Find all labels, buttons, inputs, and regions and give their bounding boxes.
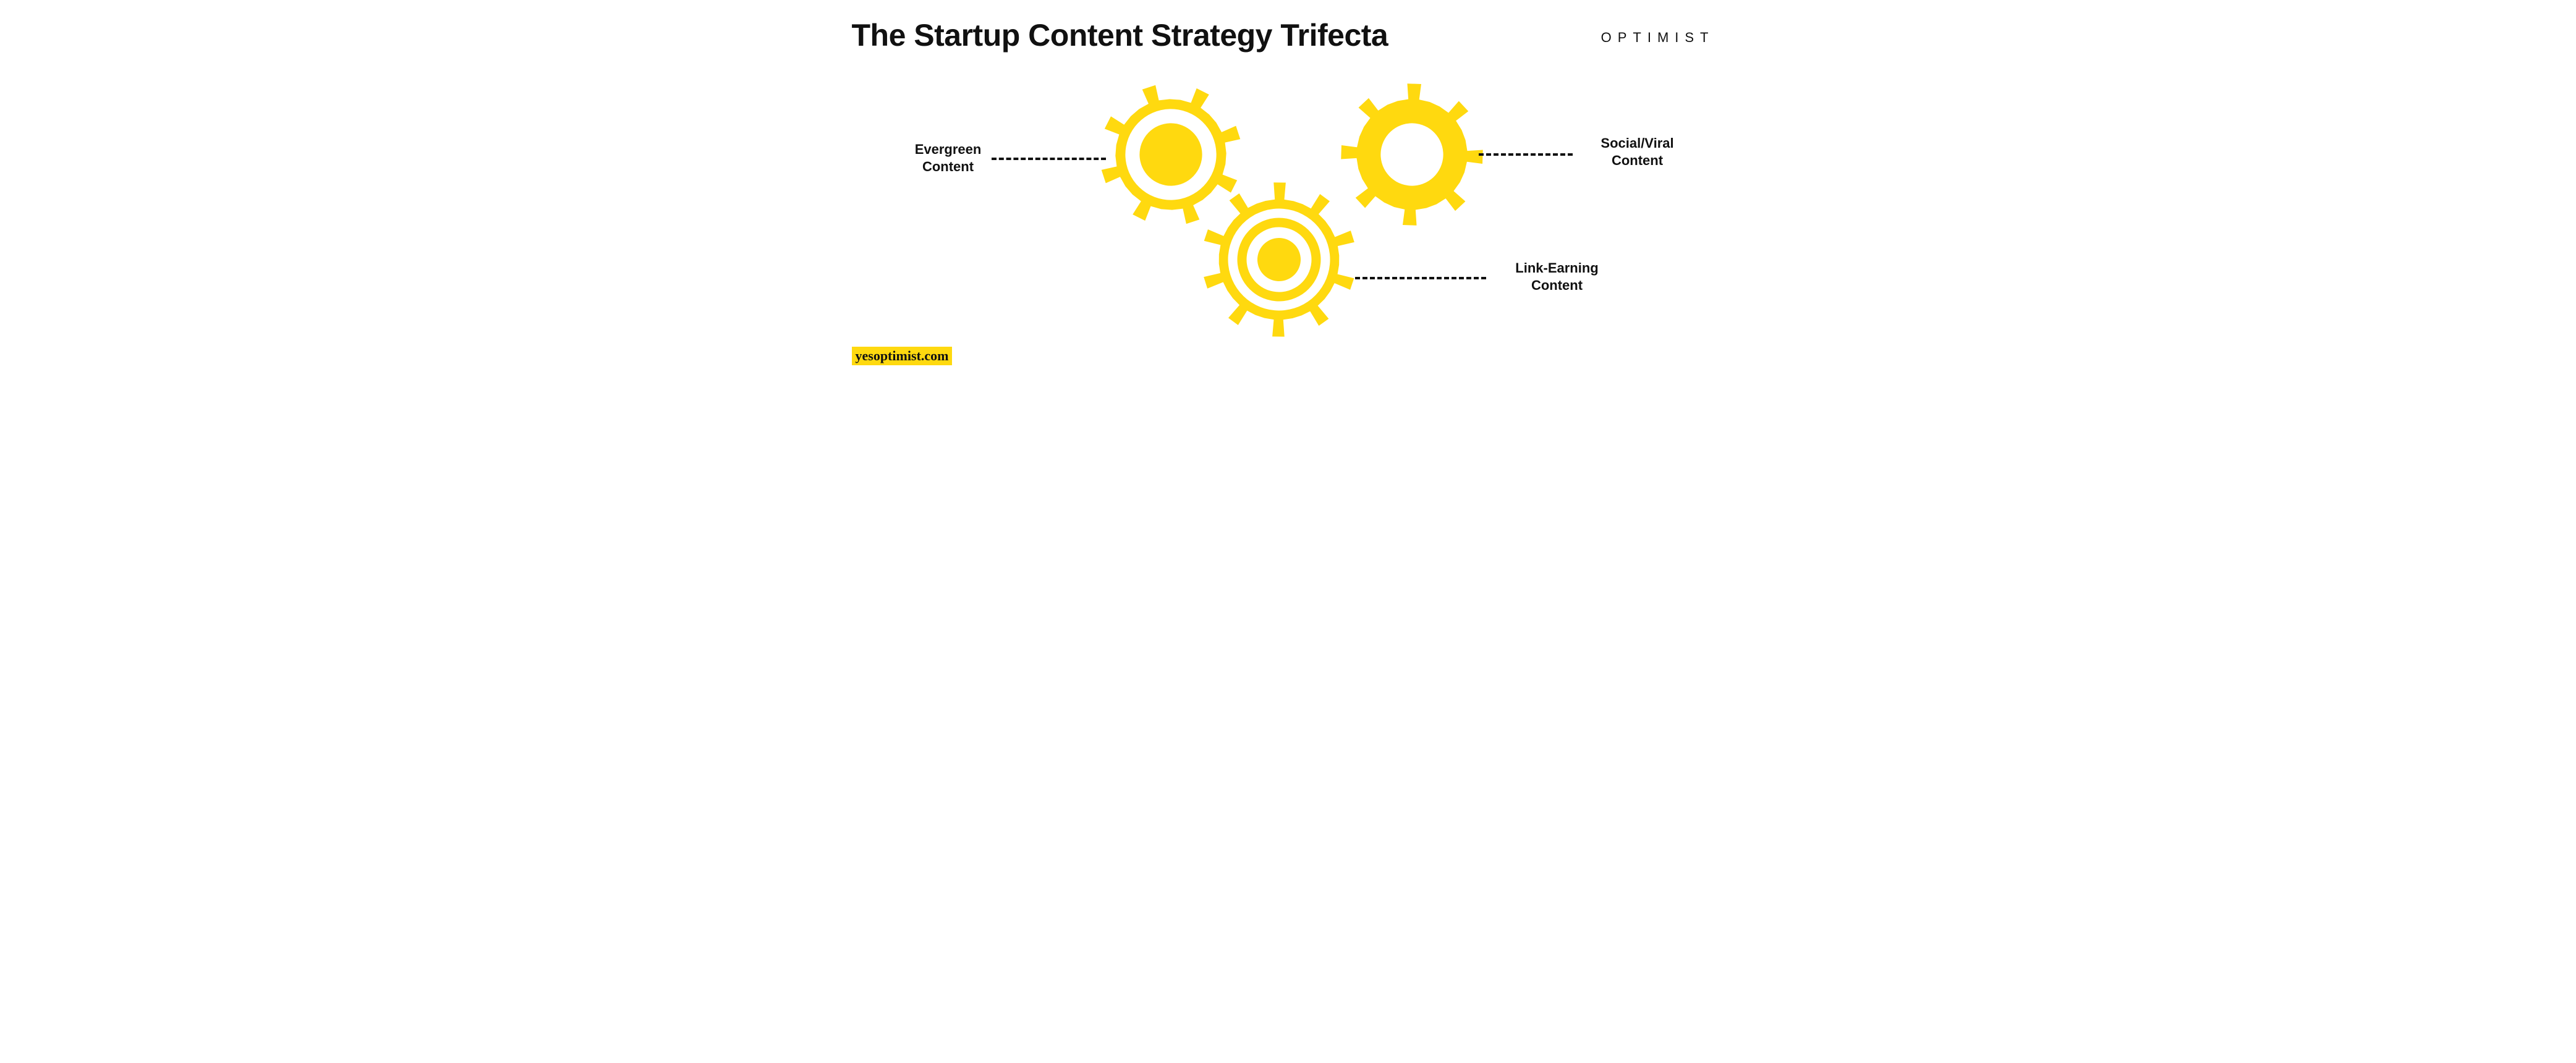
gear-center <box>1202 182 1356 337</box>
label-social: Social/Viral Content <box>1579 135 1696 169</box>
conn-left <box>992 158 1106 160</box>
label-evergreen: Evergreen Content <box>893 141 1004 175</box>
conn-right <box>1479 153 1573 156</box>
page-title: The Startup Content Strategy Trifecta <box>852 17 1388 53</box>
label-link: Link-Earning Content <box>1495 260 1619 294</box>
footer-url: yesoptimist.com <box>852 347 953 365</box>
infographic-canvas: The Startup Content Strategy Trifecta OP… <box>825 0 1752 383</box>
conn-center <box>1355 277 1486 279</box>
gear-right <box>1341 83 1483 226</box>
brand-wordmark: OPTIMIST <box>1601 30 1715 46</box>
